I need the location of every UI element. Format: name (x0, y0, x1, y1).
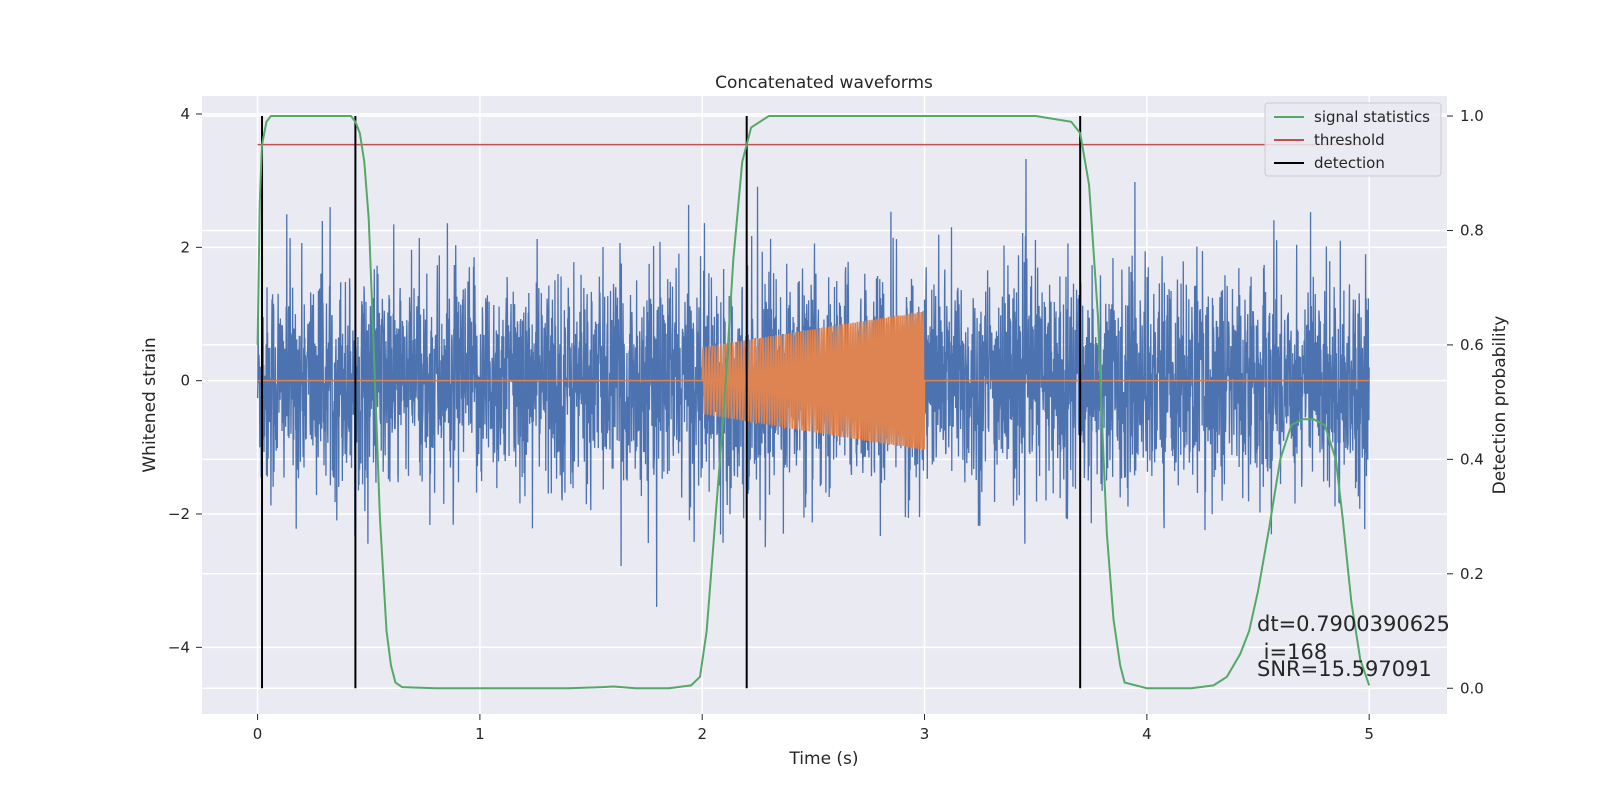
index-annotation: i=168 (1257, 640, 1327, 664)
x-tick-label: 2 (697, 725, 707, 743)
legend: signal statistics threshold detection (1264, 102, 1442, 177)
y-tick-label: 2 (180, 238, 190, 256)
x-tick-label: 4 (1142, 725, 1152, 743)
y-tick-label: −4 (168, 638, 190, 656)
y2-axis-label: Detection probability (1490, 316, 1510, 495)
legend-box (1264, 102, 1442, 177)
legend-label-threshold: threshold (1314, 131, 1385, 149)
dt-annotation: dt=0.7900390625 (1257, 612, 1450, 636)
x-tick-label: 5 (1364, 725, 1374, 743)
x-tick-label: 1 (475, 725, 485, 743)
axes: 0 1 2 3 4 5 −4 −2 0 2 4 0.0 0.2 0.4 0.6 0.8 1.0 (168, 105, 1484, 743)
chart-title: Concatenated waveforms (715, 73, 933, 93)
y-axis-label: Whitened strain (140, 337, 160, 472)
y2-tick-label: 0.6 (1460, 336, 1484, 354)
snr-annotation: SNR=15.597091 (1257, 657, 1432, 681)
plot-area (256, 115, 1371, 690)
legend-label-detection: detection (1314, 154, 1385, 172)
y2-tick-label: 1.0 (1460, 107, 1484, 125)
template-series-line (257, 310, 1370, 451)
y-tick-label: 4 (180, 105, 190, 123)
y2-tick-label: 0.2 (1460, 565, 1484, 583)
signal-statistics-line (256, 115, 1371, 690)
y2-tick-label: 0.8 (1460, 221, 1484, 239)
x-tick-label: 0 (253, 725, 263, 743)
y2-tick-label: 0.0 (1460, 679, 1484, 697)
y2-tick-label: 0.4 (1460, 450, 1484, 468)
annotations: dt=0.7900390625 i=168 SNR=15.597091 (1257, 612, 1450, 681)
x-tick-label: 3 (920, 725, 930, 743)
y-tick-label: −2 (168, 505, 190, 523)
legend-label-signal: signal statistics (1314, 108, 1430, 126)
x-axis-label: Time (s) (788, 749, 858, 769)
y-tick-label: 0 (180, 372, 190, 390)
